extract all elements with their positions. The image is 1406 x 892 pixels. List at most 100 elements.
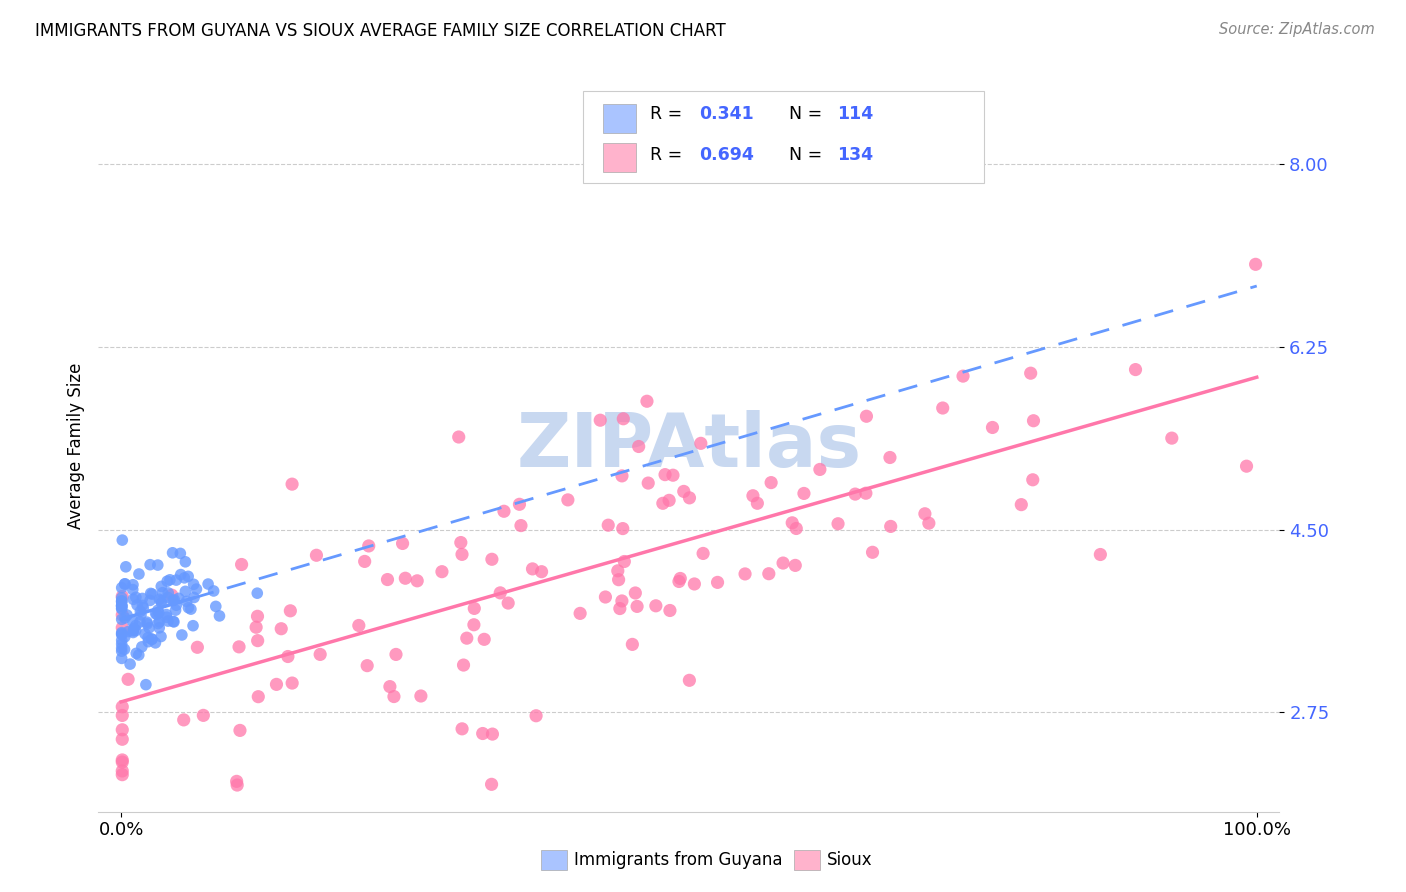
Point	[122, 592, 145, 607]
Point	[1022, 414, 1045, 428]
Point	[131, 599, 153, 613]
Point	[530, 565, 553, 579]
Point	[125, 598, 148, 612]
Point	[148, 592, 170, 607]
Point	[111, 627, 134, 641]
Point	[450, 535, 472, 549]
Point	[522, 562, 544, 576]
Point	[114, 576, 136, 591]
Point	[231, 558, 253, 572]
Point	[879, 450, 901, 465]
Point	[229, 723, 252, 738]
Point	[855, 409, 877, 424]
Point	[658, 603, 681, 617]
Point	[165, 573, 187, 587]
Point	[156, 614, 179, 628]
Point	[598, 518, 620, 533]
Point	[589, 413, 612, 427]
Point	[246, 633, 269, 648]
Point	[785, 521, 807, 535]
Point	[111, 591, 134, 605]
Point	[610, 594, 633, 608]
Point	[447, 430, 470, 444]
Point	[492, 504, 515, 518]
Point	[157, 586, 180, 600]
Point	[111, 581, 134, 595]
Point	[266, 677, 288, 691]
Point	[122, 622, 145, 636]
Bar	[603, 143, 636, 172]
Text: 0.694: 0.694	[700, 146, 755, 164]
Point	[132, 600, 155, 615]
Point	[1236, 459, 1258, 474]
Point	[780, 516, 803, 530]
Point	[136, 615, 159, 629]
Point	[734, 566, 756, 581]
Point	[510, 518, 533, 533]
Point	[115, 608, 138, 623]
Point	[170, 567, 193, 582]
Point	[125, 618, 148, 632]
Point	[111, 593, 134, 607]
Point	[114, 642, 136, 657]
Point	[391, 536, 413, 550]
Point	[111, 599, 134, 613]
Point	[651, 496, 673, 510]
Point	[637, 476, 659, 491]
Point	[181, 618, 204, 632]
Point	[612, 411, 634, 425]
Point	[463, 617, 485, 632]
Point	[277, 649, 299, 664]
Point	[167, 591, 190, 606]
Point	[557, 492, 579, 507]
Point	[148, 615, 170, 629]
Point	[117, 624, 139, 639]
Point	[129, 607, 152, 622]
Point	[150, 596, 173, 610]
Point	[247, 690, 270, 704]
Text: R =: R =	[650, 146, 688, 164]
Point	[165, 598, 187, 612]
Point	[180, 602, 202, 616]
Point	[173, 571, 195, 585]
Point	[111, 594, 134, 608]
Text: IMMIGRANTS FROM GUYANA VS SIOUX AVERAGE FAMILY SIZE CORRELATION CHART: IMMIGRANTS FROM GUYANA VS SIOUX AVERAGE …	[35, 22, 725, 40]
Point	[595, 590, 617, 604]
Point	[162, 593, 184, 607]
Text: Sioux: Sioux	[827, 851, 872, 869]
Point	[451, 722, 474, 736]
Point	[163, 615, 186, 629]
Point	[759, 475, 782, 490]
Point	[145, 607, 167, 621]
Point	[146, 603, 169, 617]
Point	[669, 572, 692, 586]
Text: N =: N =	[789, 105, 828, 123]
Point	[678, 673, 700, 688]
Point	[855, 486, 877, 500]
Point	[173, 713, 195, 727]
Point	[1022, 473, 1045, 487]
Point	[111, 590, 134, 604]
Point	[136, 634, 159, 648]
Point	[456, 631, 478, 645]
Point	[111, 599, 134, 613]
Point	[121, 582, 143, 597]
Point	[111, 699, 134, 714]
Point	[627, 440, 650, 454]
Point	[357, 539, 380, 553]
Text: ZIPAtlas: ZIPAtlas	[516, 409, 862, 483]
Point	[141, 632, 163, 647]
Point	[785, 558, 807, 573]
Point	[246, 586, 269, 600]
Point	[150, 593, 173, 607]
Point	[208, 608, 231, 623]
Point	[128, 567, 150, 582]
Point	[309, 648, 332, 662]
Point	[138, 621, 160, 635]
Point	[136, 631, 159, 645]
Point	[111, 764, 134, 778]
Point	[111, 708, 134, 723]
Point	[609, 601, 631, 615]
Point	[453, 658, 475, 673]
Text: Immigrants from Guyana: Immigrants from Guyana	[574, 851, 782, 869]
